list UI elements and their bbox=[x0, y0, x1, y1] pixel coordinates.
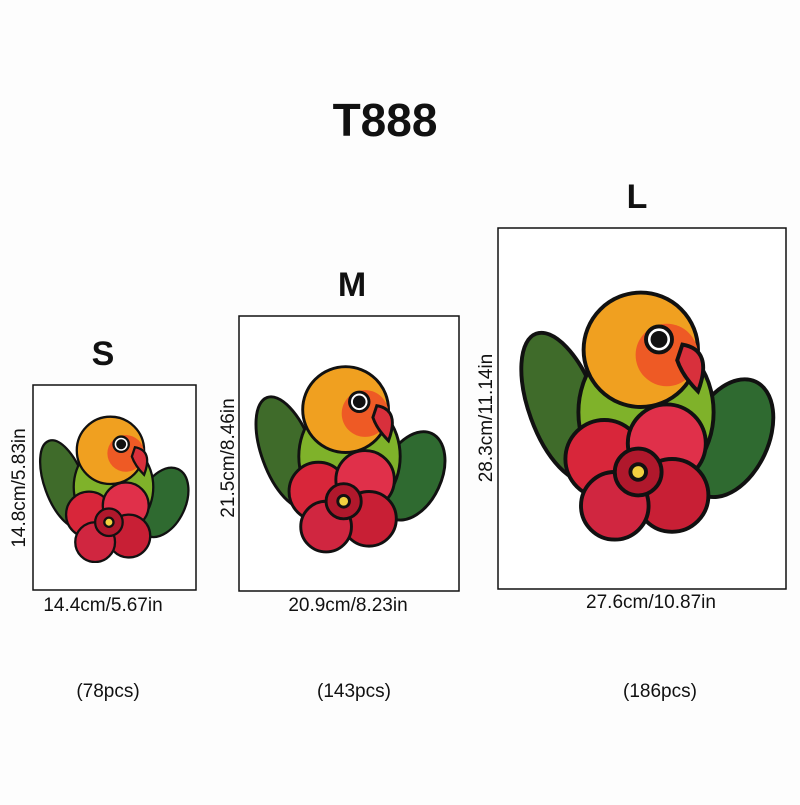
piece-count: (186pcs) bbox=[623, 681, 697, 702]
width-label: 20.9cm/8.23in bbox=[288, 595, 407, 616]
height-label: 21.5cm/8.46in bbox=[218, 398, 239, 517]
piece-count: (143pcs) bbox=[317, 681, 391, 702]
size-label: M bbox=[338, 266, 366, 304]
size-label: L bbox=[627, 178, 648, 216]
width-label: 14.4cm/5.67in bbox=[43, 595, 162, 616]
width-label: 27.6cm/10.87in bbox=[586, 592, 716, 613]
height-label: 14.8cm/5.83in bbox=[9, 428, 30, 547]
height-label: 28.3cm/11.14in bbox=[476, 354, 497, 483]
piece-count: (78pcs) bbox=[76, 681, 139, 702]
size-label: S bbox=[92, 335, 115, 373]
title: T888 bbox=[333, 94, 438, 146]
